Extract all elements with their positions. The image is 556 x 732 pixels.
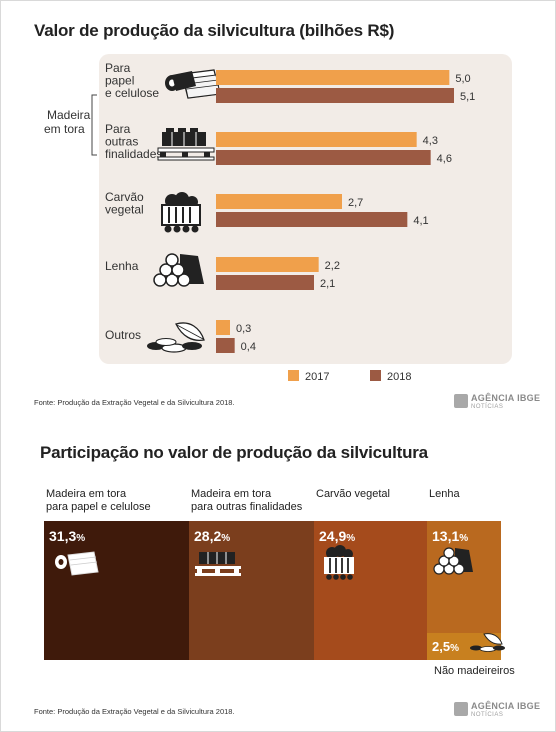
treemap-value-number-1: 28,2 xyxy=(194,528,221,544)
agencia-ibge-logo-bottom: AGÊNCIA IBGE NOTÍCIAS xyxy=(471,701,541,719)
treemap-name-4-line-0: Não madeireiros xyxy=(434,665,515,677)
treemap-cell-1 xyxy=(189,521,314,660)
group-bracket xyxy=(91,94,97,156)
bottom-chart-title: Participação no valor de produção da sil… xyxy=(40,443,428,462)
bar-value-label-2018-4: 0,4 xyxy=(241,341,256,353)
logo-text: AGÊNCIA IBGE xyxy=(471,701,541,711)
logo-subtext: NOTÍCIAS xyxy=(471,712,504,718)
category-label-0-line-2: e celulose xyxy=(105,86,159,100)
bar-2017-0 xyxy=(216,70,450,85)
leaves-icon xyxy=(147,322,205,353)
bar-value-label-2017-0: 5,0 xyxy=(455,73,470,85)
bar-2018-1 xyxy=(216,150,431,165)
bar-value-label-2017-4: 0,3 xyxy=(236,323,251,335)
treemap-name-1-line-1: para outras finalidades xyxy=(191,501,303,513)
legend-swatch-2017 xyxy=(288,370,299,381)
treemap-cell-3 xyxy=(427,521,501,633)
pallet-icon xyxy=(157,128,215,161)
firewood-icon-small xyxy=(433,547,473,575)
paper-roll-icon-small xyxy=(55,551,99,576)
category-label-2-line-0: Carvão xyxy=(105,190,144,204)
treemap-name-0-line-0: Madeira em tora xyxy=(46,488,127,500)
category-label-3-line-0: Lenha xyxy=(105,259,139,273)
treemap-name-3-line-0: Lenha xyxy=(429,488,460,500)
category-label-1-line-1: outras xyxy=(105,135,138,149)
legend-swatch-2018 xyxy=(370,370,381,381)
logo-text: AGÊNCIA IBGE xyxy=(471,393,541,403)
coal-wagon-icon-small xyxy=(324,545,354,580)
treemap-value-3: 13,1% xyxy=(432,528,468,544)
treemap-name-2-line-0: Carvão vegetal xyxy=(316,488,390,500)
treemap-chart: 31,3% 28,2% 24,9% 13,1%2,5% Madeira em tora… xyxy=(44,488,515,677)
bar-value-label-2017-1: 4,3 xyxy=(423,135,438,147)
category-label-0-line-1: papel xyxy=(105,74,134,88)
category-label-1-line-2: finalidades xyxy=(105,147,162,161)
group-label-line2: em tora xyxy=(44,122,85,136)
treemap-value-number-3: 13,1 xyxy=(432,528,459,544)
category-label-0-line-0: Para xyxy=(105,61,131,75)
treemap-rects: 31,3% 28,2% 24,9% 13,1%2,5% xyxy=(44,521,501,660)
top-chart-title: Valor de produção da silvicultura (bilhõ… xyxy=(34,21,395,40)
legend-label-2017: 2017 xyxy=(305,371,329,383)
treemap-value-1: 28,2% xyxy=(194,528,230,544)
category-label-2-line-1: vegetal xyxy=(105,203,144,217)
leaves-icon-small xyxy=(470,633,505,652)
treemap-cell-2 xyxy=(314,521,427,660)
bar-value-label-2018-3: 2,1 xyxy=(320,278,335,290)
agencia-ibge-logo-top: AGÊNCIA IBGE NOTÍCIAS xyxy=(471,393,541,411)
bar-2018-3 xyxy=(216,275,314,290)
bar-2018-2 xyxy=(216,212,408,227)
treemap-value-unit-2: % xyxy=(346,533,355,544)
bars-group: 5,0 5,1 4,3 4,6 2,7 4,1 2,2 2,1 0,3 0,4 xyxy=(216,70,475,353)
category-label-4-line-0: Outros xyxy=(105,328,141,342)
treemap-value-0: 31,3% xyxy=(49,528,85,544)
treemap-value-unit-1: % xyxy=(221,533,230,544)
top-source-note: Fonte: Produção da Extração Vegetal e da… xyxy=(34,398,235,407)
pallet-icon-small xyxy=(195,552,241,576)
bottom-source-note: Fonte: Produção da Extração Vegetal e da… xyxy=(34,707,235,716)
treemap-value-number-0: 31,3 xyxy=(49,528,76,544)
bar-2017-1 xyxy=(216,132,417,147)
treemap-value-unit-3: % xyxy=(459,533,468,544)
treemap-value-4: 2,5% xyxy=(432,639,459,654)
treemap-value-number-2: 24,9 xyxy=(319,528,346,544)
treemap-cell-0 xyxy=(44,521,189,660)
group-label-line1: Madeira xyxy=(47,108,91,122)
legend-label-2018: 2018 xyxy=(387,371,411,383)
bar-value-label-2018-0: 5,1 xyxy=(460,91,475,103)
paper-roll-icon xyxy=(165,69,221,99)
bar-2018-4 xyxy=(216,338,235,353)
treemap-value-number-4: 2,5 xyxy=(432,639,450,654)
bar-2018-0 xyxy=(216,88,454,103)
bar-value-label-2017-3: 2,2 xyxy=(325,260,340,272)
bar-2017-2 xyxy=(216,194,342,209)
treemap-value-2: 24,9% xyxy=(319,528,355,544)
ibge-logo-mark-bottom xyxy=(454,702,468,716)
logo-subtext: NOTÍCIAS xyxy=(471,404,504,410)
treemap-value-unit-4: % xyxy=(450,643,459,654)
treemap-name-0-line-1: para papel e celulose xyxy=(46,501,151,513)
coal-wagon-icon xyxy=(161,192,201,233)
bar-value-label-2017-2: 2,7 xyxy=(348,197,363,209)
ibge-logo-mark xyxy=(454,394,468,408)
treemap-value-unit-0: % xyxy=(76,533,85,544)
bar-2017-4 xyxy=(216,320,230,335)
firewood-icon xyxy=(153,253,204,287)
bar-value-label-2018-1: 4,6 xyxy=(437,153,452,165)
treemap-name-1-line-0: Madeira em tora xyxy=(191,488,272,500)
category-label-1-line-0: Para xyxy=(105,122,131,136)
bar-2017-3 xyxy=(216,257,319,272)
bar-value-label-2018-2: 4,1 xyxy=(413,215,428,227)
